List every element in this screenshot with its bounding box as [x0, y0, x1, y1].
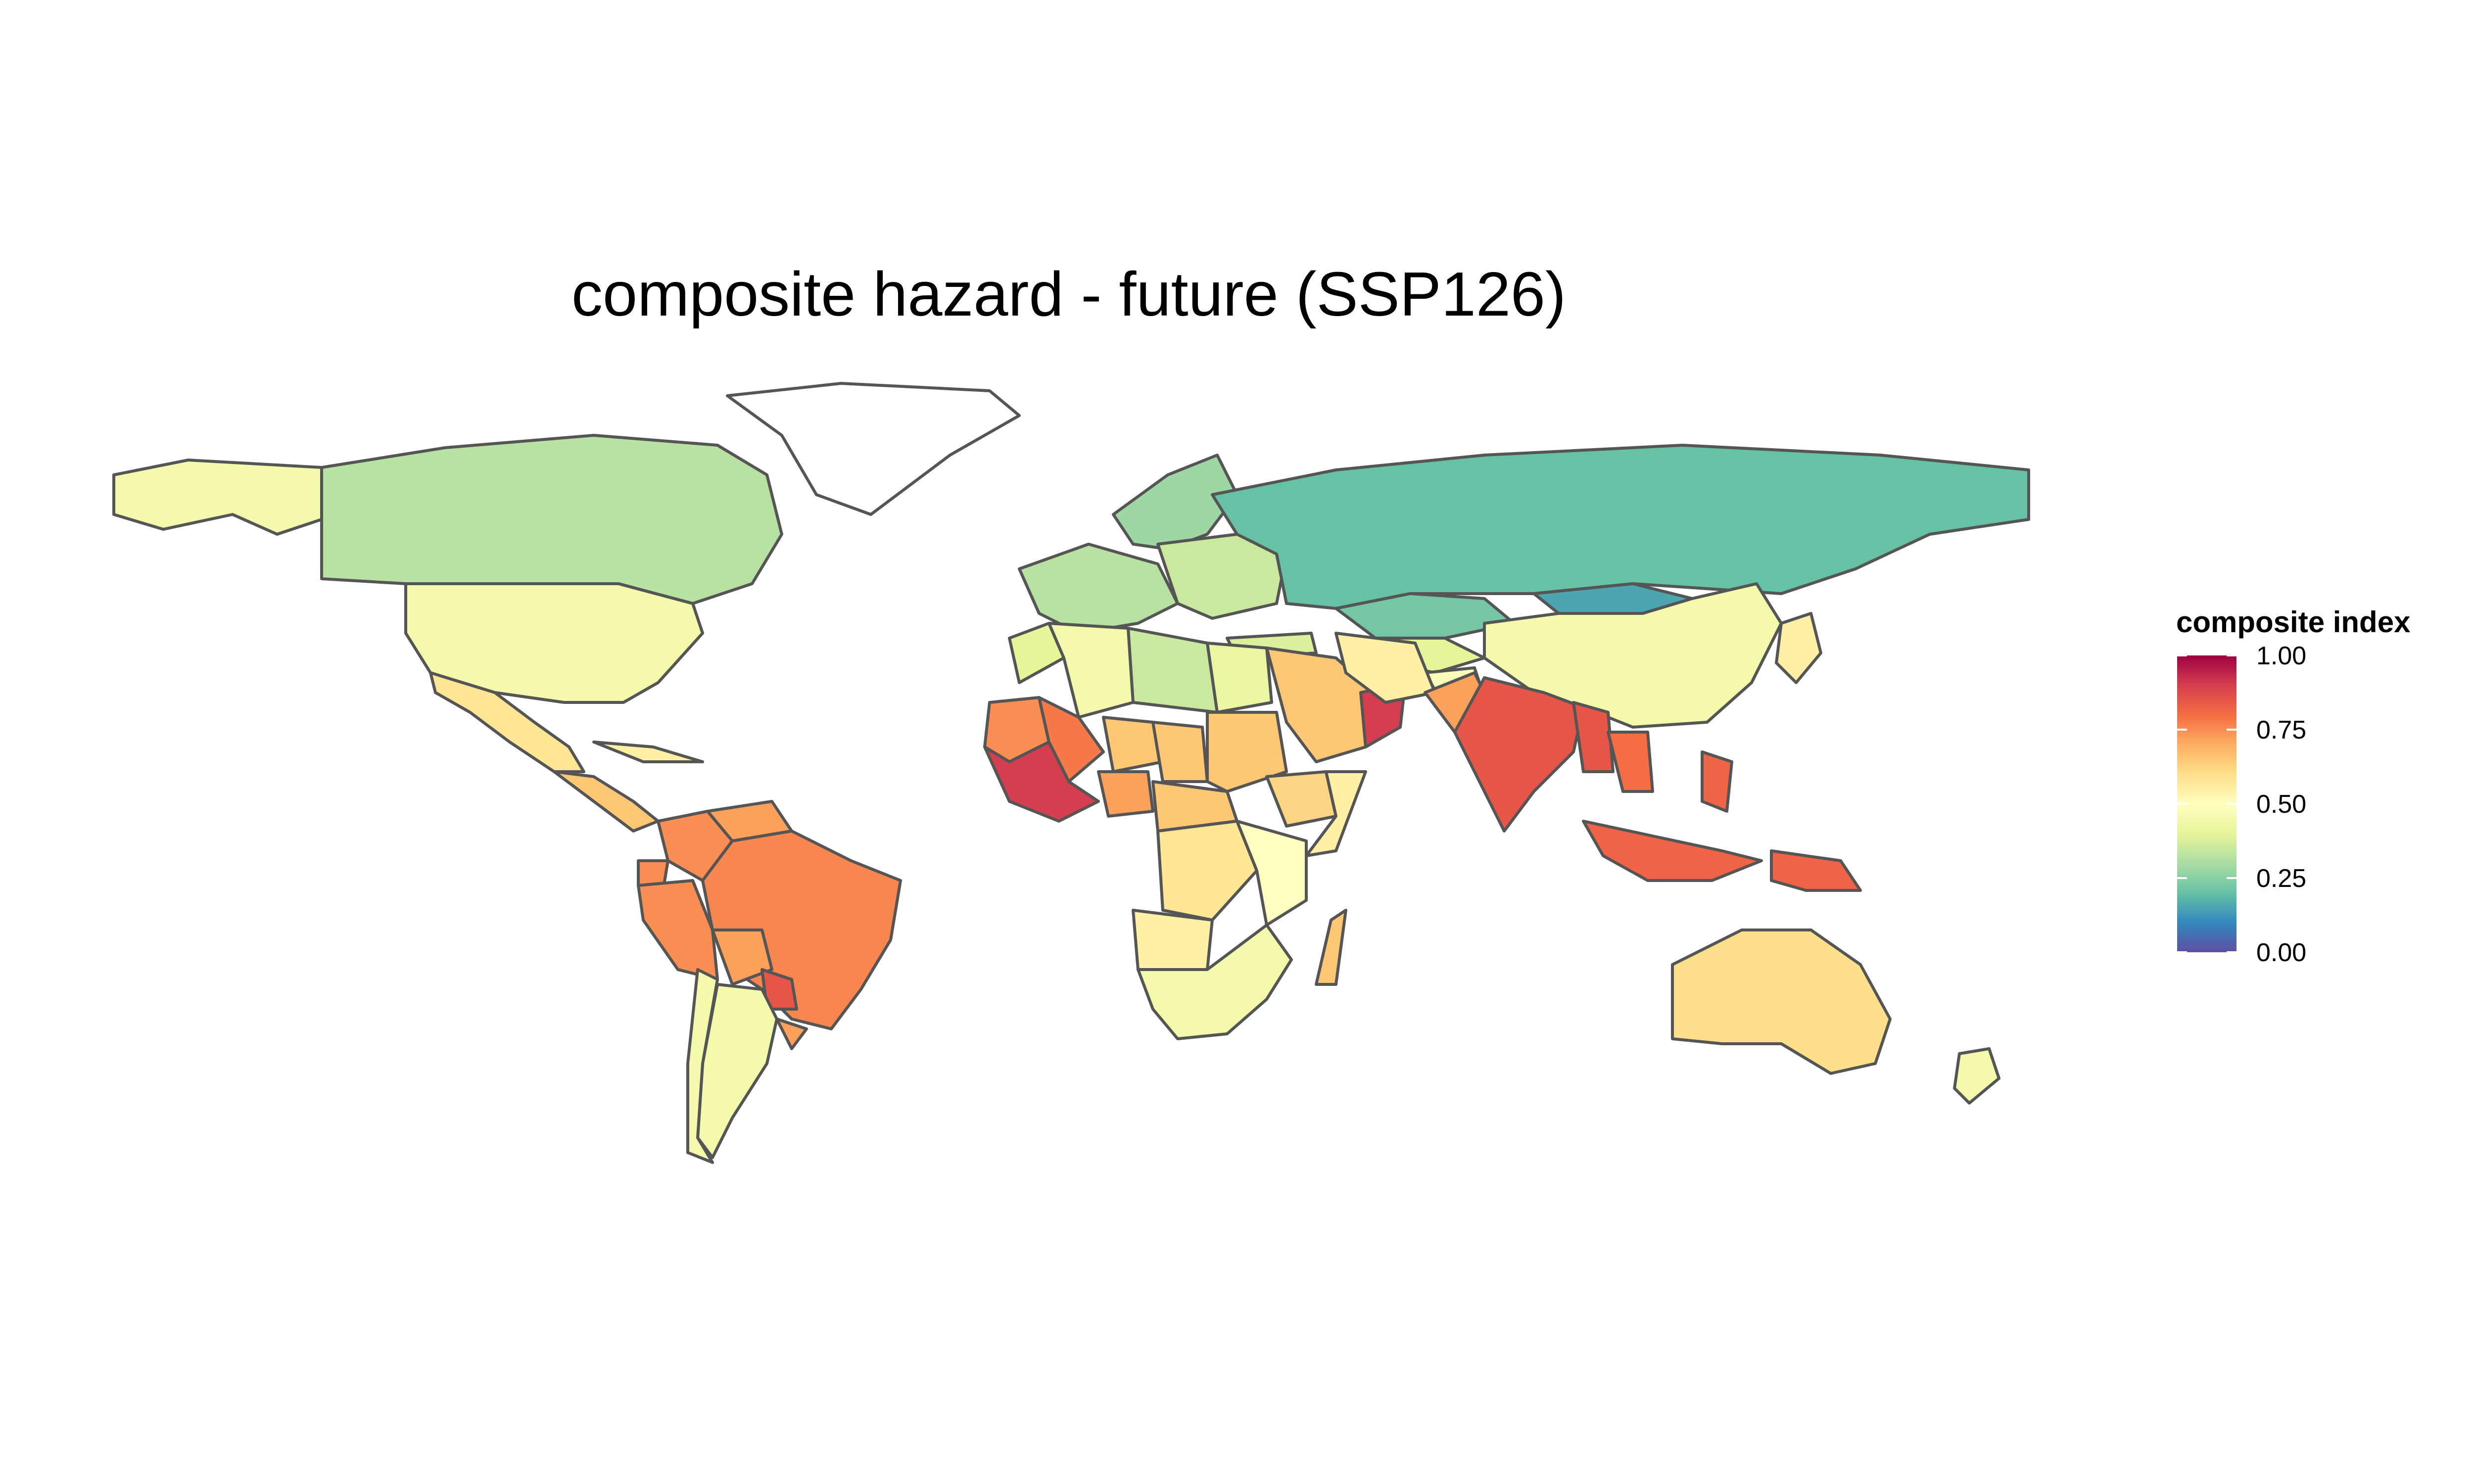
region-iran: [1334, 632, 1436, 704]
region-philippines: [1701, 750, 1733, 813]
region-southern-africa: [1137, 924, 1293, 1040]
region-uruguay: [775, 1018, 808, 1050]
country-regions: [112, 382, 2030, 1164]
region-dr-congo: [1156, 820, 1258, 922]
region-angola: [1132, 909, 1214, 971]
legend-tick-label: 0.00: [2256, 938, 2307, 967]
region-united-states: [404, 582, 704, 704]
region-papua-new-guinea: [1770, 849, 1862, 892]
region-thailand: [1607, 731, 1654, 793]
region-western-europe: [1018, 543, 1179, 635]
region-alaska-usa: [112, 459, 323, 536]
region-west-africa-coast: [983, 741, 1100, 823]
legend-tick-label: 0.75: [2256, 716, 2307, 744]
region-scandinavia: [1112, 454, 1238, 551]
region-sudan: [1206, 711, 1288, 793]
region-canada: [320, 434, 783, 605]
legend-title: composite index: [2176, 605, 2411, 639]
region-nigeria: [1097, 770, 1154, 818]
region-somalia: [1305, 770, 1367, 857]
region-india: [1453, 676, 1585, 833]
region-east-africa: [1236, 820, 1308, 927]
region-new-zealand: [1953, 1047, 2000, 1105]
legend-tick-label: 0.25: [2256, 864, 2307, 893]
region-algeria: [1047, 622, 1135, 719]
region-chad: [1151, 721, 1209, 783]
region-myanmar: [1572, 701, 1615, 773]
legend-tick-label: 0.50: [2256, 790, 2307, 819]
region-madagascar: [1315, 909, 1347, 986]
region-australia: [1671, 928, 1892, 1075]
region-chile: [686, 968, 719, 1164]
region-central-america: [553, 770, 660, 833]
region-indonesia: [1582, 820, 1763, 882]
region-egypt: [1206, 642, 1273, 714]
region-mali: [1038, 696, 1105, 783]
region-libya: [1127, 627, 1219, 714]
legend-colorbar: [2177, 654, 2236, 953]
map-title: composite hazard - future (SSP126): [571, 259, 1566, 329]
region-bolivia: [711, 928, 773, 986]
region-mexico: [429, 671, 585, 773]
region-cuba: [592, 741, 704, 763]
region-ethiopia: [1265, 770, 1337, 828]
region-russia: [1211, 444, 2030, 610]
region-japan: [1775, 612, 1822, 684]
legend-tick-label: 1.00: [2256, 642, 2307, 670]
region-greenland: [726, 382, 1021, 516]
